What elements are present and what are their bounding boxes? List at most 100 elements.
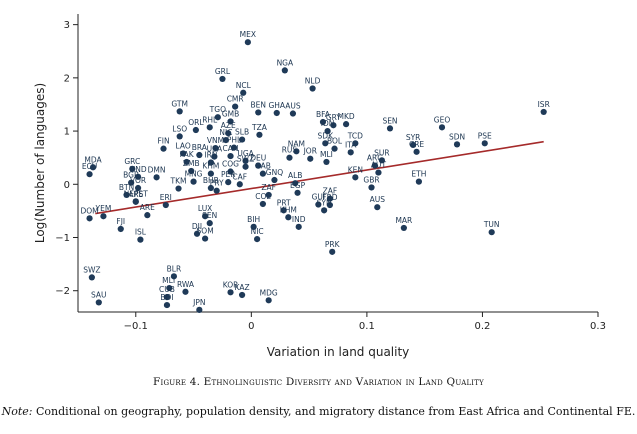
point-label: ZAF: [323, 187, 338, 196]
data-point: [206, 220, 213, 227]
point-label: SWZ: [83, 265, 100, 274]
data-point: [211, 153, 218, 160]
point-label: TZA: [251, 123, 268, 132]
data-point: [286, 154, 293, 161]
point-label: SAU: [91, 290, 107, 299]
point-label: KAZ: [235, 283, 250, 292]
data-point: [309, 85, 316, 92]
point-label: ITA: [345, 140, 357, 149]
data-point: [176, 108, 183, 115]
y-tick-label: 1: [64, 127, 70, 138]
x-tick-label: 0.2: [474, 321, 490, 332]
point-label: DJI: [192, 222, 202, 231]
data-point: [386, 125, 394, 132]
data-point: [410, 141, 417, 149]
data-point: [413, 148, 420, 155]
data-point: [368, 184, 375, 191]
data-point: [259, 170, 266, 177]
data-point: [265, 191, 272, 199]
point-label: SYN: [317, 198, 332, 207]
data-point: [238, 136, 246, 143]
point-label: FIN: [157, 137, 169, 146]
point-label: RWA: [177, 280, 195, 289]
point-label: TGO: [209, 105, 226, 114]
point-label: NEPST: [124, 189, 149, 198]
data-point: [374, 204, 381, 211]
point-label: KHM: [280, 205, 297, 214]
data-point: [488, 229, 495, 236]
data-point: [352, 140, 359, 147]
point-label: BLR: [167, 264, 182, 273]
data-point: [207, 170, 214, 177]
data-point: [256, 131, 263, 138]
data-point: [193, 230, 201, 237]
point-label: GNQ: [266, 168, 283, 177]
point-label: GEO: [434, 115, 451, 124]
data-point: [324, 127, 331, 135]
data-point: [170, 273, 178, 280]
point-label: ALB: [288, 171, 302, 180]
point-label: SWZ: [237, 155, 254, 164]
y-axis-label: Log(Number of languages): [33, 83, 47, 243]
data-point: [183, 158, 190, 166]
point-label: NCL: [236, 81, 252, 90]
point-label: PRK: [325, 240, 341, 249]
point-label: GRY: [326, 113, 342, 122]
point-label: YEM: [95, 204, 112, 213]
point-label: GAB: [255, 162, 271, 171]
data-point: [280, 207, 287, 214]
data-point: [415, 178, 422, 185]
point-label: MDA: [84, 155, 102, 164]
point-label: DMN: [148, 165, 166, 174]
point-label: KHM: [202, 162, 219, 171]
data-point: [86, 215, 93, 222]
data-point: [180, 150, 187, 157]
data-point: [128, 179, 135, 186]
point-label: MEX: [240, 30, 256, 39]
point-label: NIC: [251, 227, 264, 236]
data-point: [227, 289, 234, 296]
data-point: [319, 118, 327, 126]
point-label: ZMB: [183, 159, 200, 168]
point-label: MDG: [260, 288, 278, 297]
point-label: PAK: [180, 150, 195, 159]
point-label: RUS: [282, 146, 298, 155]
point-label: MNG: [185, 170, 203, 179]
point-label: ORL: [188, 118, 204, 127]
point-label: GUI: [312, 193, 326, 202]
data-point: [188, 167, 195, 175]
figure-caption-note: Note: Conditional on geography, populati…: [0, 405, 637, 418]
point-label: BDI: [160, 293, 173, 302]
data-point: [196, 151, 203, 159]
data-point: [281, 67, 288, 74]
data-point: [238, 291, 246, 299]
data-point: [315, 201, 322, 208]
point-label: GRL: [215, 67, 231, 76]
point-label: PHL: [227, 136, 242, 145]
data-point: [294, 189, 301, 196]
point-label: SDN: [449, 132, 465, 141]
point-label: BRA: [192, 143, 208, 152]
data-point: [227, 152, 234, 160]
point-label: AUS: [370, 195, 386, 204]
data-point: [153, 174, 160, 181]
point-label: BGR: [123, 171, 139, 180]
data-point: [160, 145, 167, 152]
data-point: [192, 126, 199, 134]
point-label: KOR: [223, 280, 239, 289]
point-label: IND: [292, 215, 306, 224]
point-label: ARE: [140, 203, 155, 212]
data-point: [88, 274, 95, 281]
data-point: [225, 130, 232, 137]
point-label: FJI: [116, 217, 125, 226]
point-label: DEU: [250, 154, 266, 163]
point-label: IRN: [204, 150, 217, 159]
data-point: [371, 162, 379, 169]
data-point: [342, 121, 350, 128]
data-point: [438, 124, 446, 131]
point-label: JOR: [303, 147, 317, 156]
data-point: [202, 213, 209, 220]
point-label: ISR: [538, 100, 550, 109]
point-label: SYR: [406, 133, 421, 142]
point-label: CMR: [227, 95, 244, 104]
